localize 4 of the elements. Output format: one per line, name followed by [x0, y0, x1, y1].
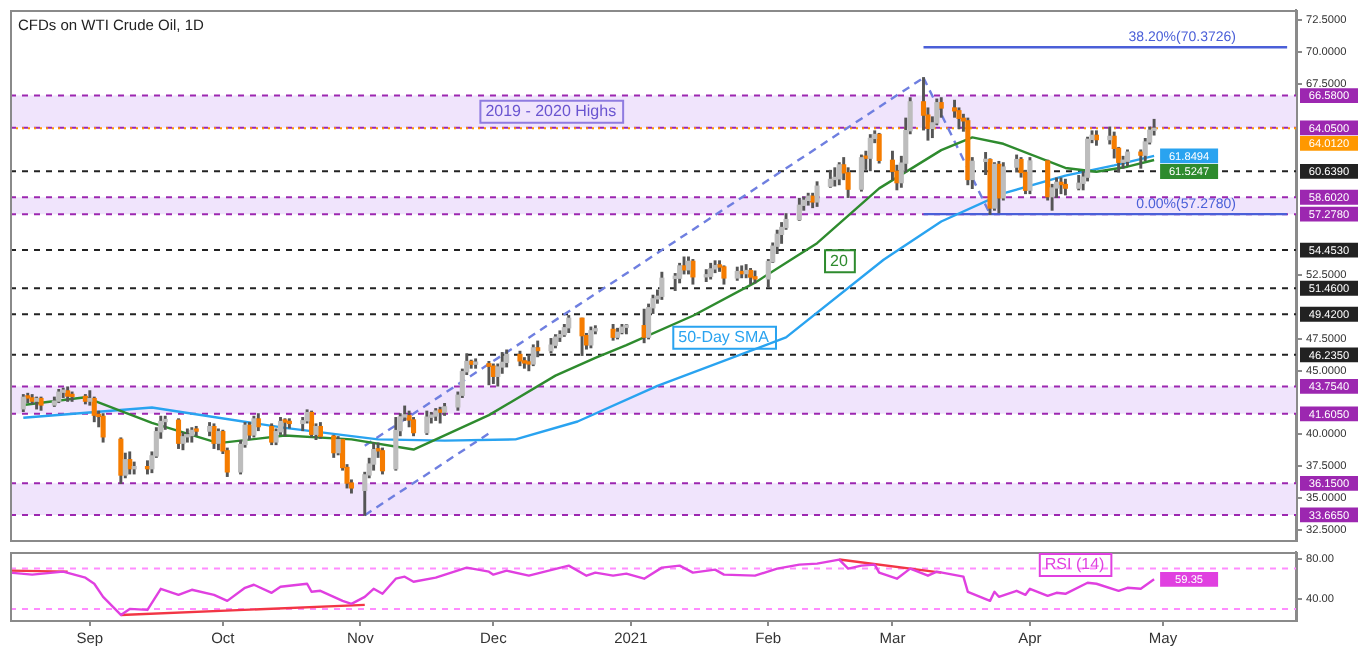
series-label: RSI (14) [1044, 555, 1106, 574]
series-label: 50-Day SMA [678, 328, 771, 347]
band-label: 2019 - 2020 Highs [485, 102, 617, 121]
series-label: 20 [830, 251, 849, 270]
